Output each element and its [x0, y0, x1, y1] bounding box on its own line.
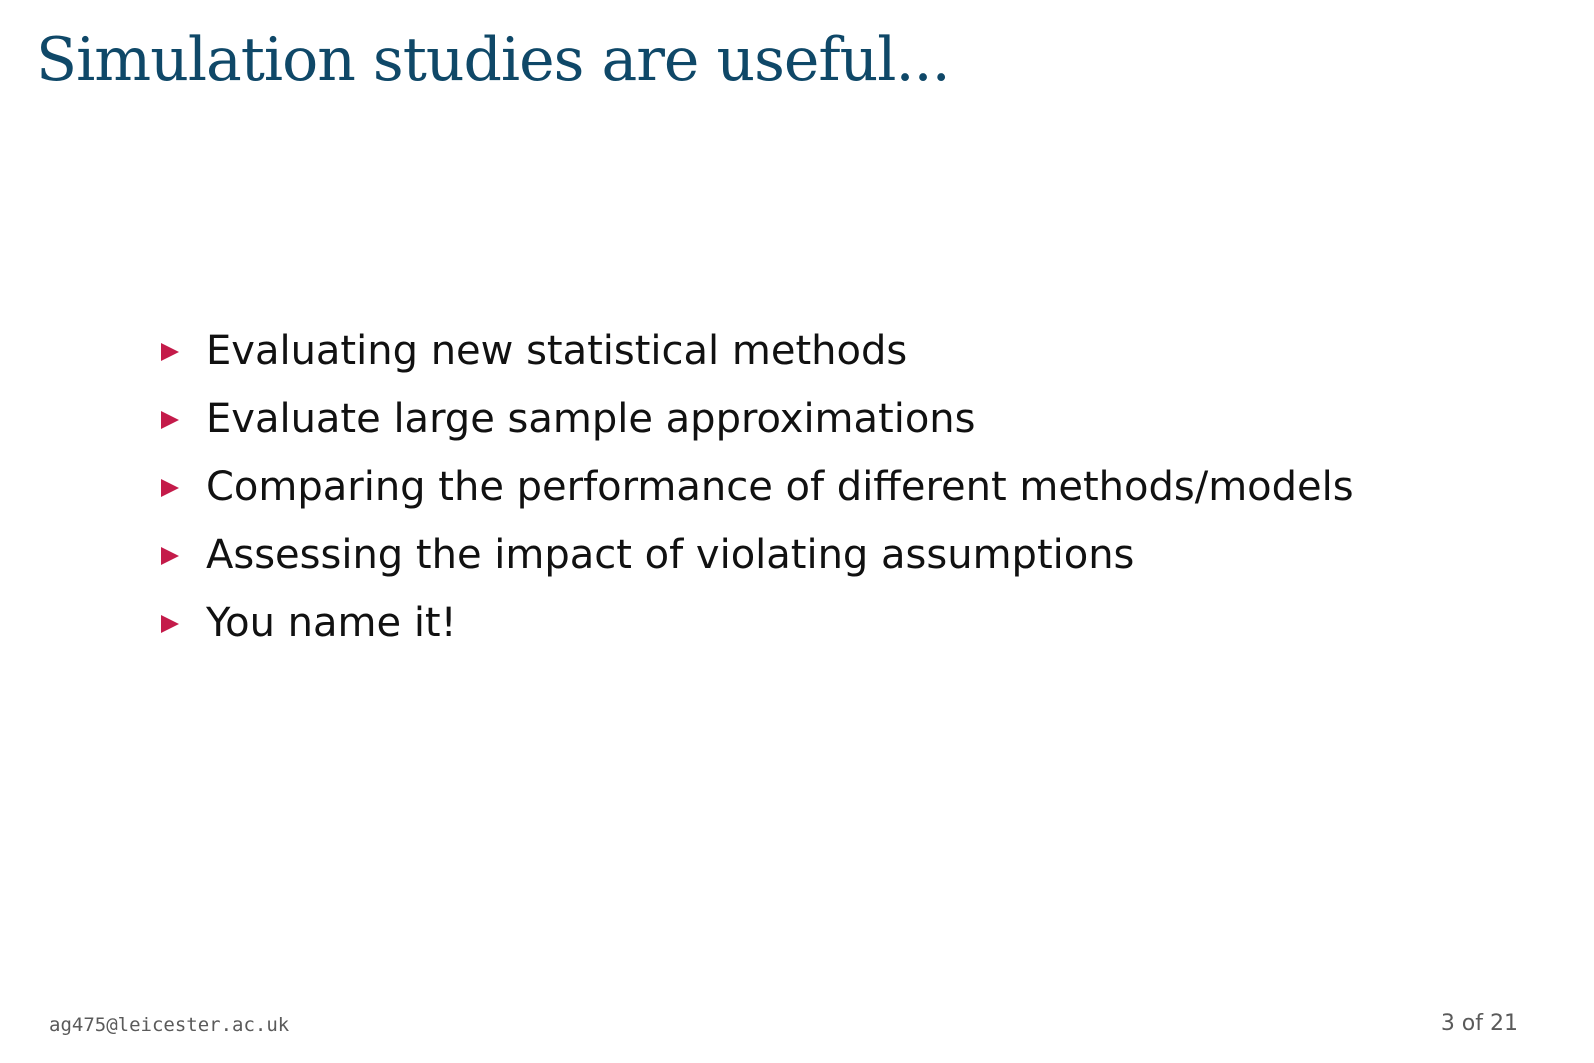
- list-item: Comparing the performance of different m…: [158, 458, 1354, 526]
- triangle-right-icon: [161, 479, 179, 497]
- triangle-right-icon: [161, 547, 179, 565]
- bullet-text: Assessing the impact of violating assump…: [206, 532, 1135, 578]
- page-indicator: 3 of 21: [1440, 1011, 1518, 1036]
- bullet-text: You name it!: [206, 600, 457, 646]
- bullet-text: Comparing the performance of different m…: [206, 464, 1354, 510]
- footer-email: ag475@leicester.ac.uk: [49, 1014, 290, 1036]
- triangle-right-icon: [161, 615, 179, 633]
- bullet-text: Evaluating new statistical methods: [206, 328, 908, 374]
- bullet-text: Evaluate large sample approximations: [206, 396, 976, 442]
- list-item: Assessing the impact of violating assump…: [158, 526, 1354, 594]
- triangle-right-icon: [161, 411, 179, 429]
- list-item: You name it!: [158, 594, 1354, 662]
- triangle-right-icon: [161, 343, 179, 361]
- list-item: Evaluate large sample approximations: [158, 390, 1354, 458]
- bullet-list: Evaluating new statistical methods Evalu…: [158, 322, 1354, 662]
- slide-title: Simulation studies are useful...: [36, 25, 951, 95]
- list-item: Evaluating new statistical methods: [158, 322, 1354, 390]
